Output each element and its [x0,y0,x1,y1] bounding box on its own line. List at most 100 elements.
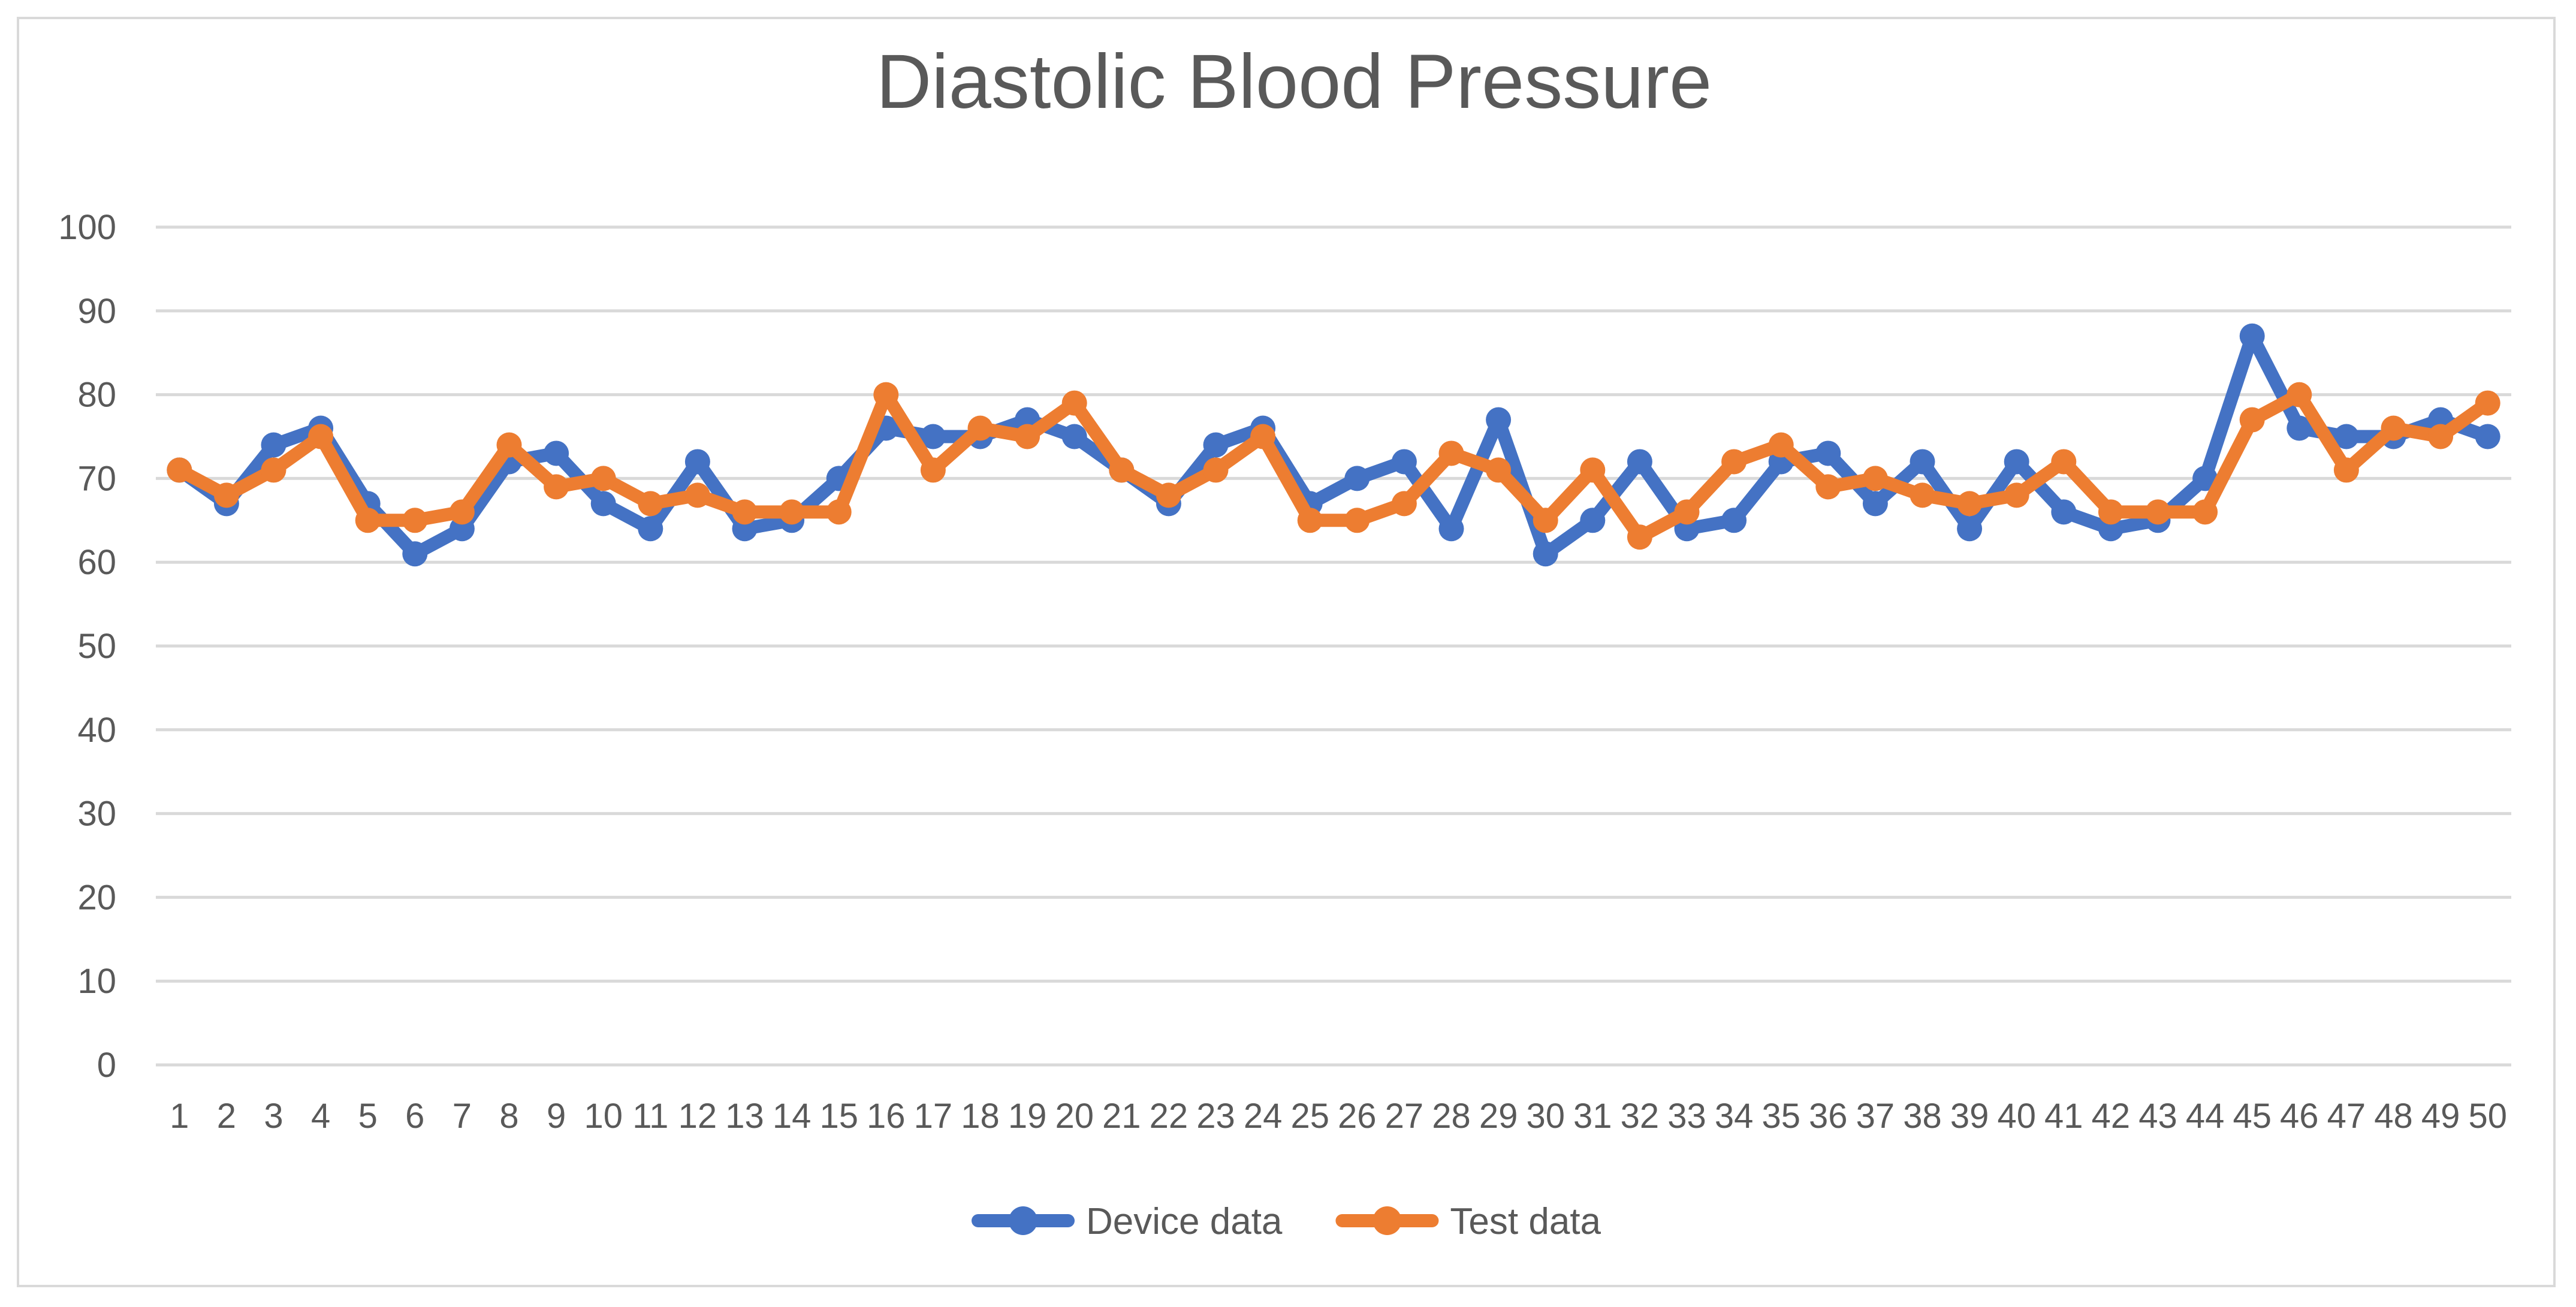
data-point [496,432,522,458]
x-tick-label: 6 [405,1097,424,1136]
legend-label: Device data [1086,1201,1283,1242]
data-point [732,499,758,525]
data-point [1203,457,1229,483]
x-tick-label: 37 [1856,1097,1895,1136]
data-point [1580,508,1606,533]
data-point [590,466,616,491]
x-tick-label: 18 [961,1097,1000,1136]
data-point [1391,449,1417,475]
data-point [2004,449,2029,475]
x-tick-label: 39 [1950,1097,1989,1136]
data-point [1627,524,1652,550]
x-tick-label: 26 [1338,1097,1377,1136]
x-tick-label: 40 [1997,1097,2036,1136]
y-tick-label: 40 [77,711,116,750]
x-tick-label: 41 [2044,1097,2083,1136]
x-tick-label: 46 [2280,1097,2319,1136]
x-tick-label: 25 [1290,1097,1329,1136]
data-point [402,508,428,533]
data-point [1297,508,1323,533]
x-tick-label: 12 [678,1097,717,1136]
data-point [1061,424,1087,449]
x-tick-label: 27 [1385,1097,1424,1136]
data-point [967,415,993,441]
data-point [826,499,852,525]
data-point [920,457,946,483]
data-point [1910,449,1935,475]
data-point [1344,508,1370,533]
x-tick-label: 19 [1008,1097,1047,1136]
y-tick-label: 20 [77,878,116,917]
x-tick-label: 15 [819,1097,858,1136]
y-tick-label: 0 [97,1046,116,1085]
x-tick-label: 5 [358,1097,378,1136]
data-point [308,424,334,449]
x-tick-label: 35 [1761,1097,1800,1136]
data-point [1862,466,1888,491]
x-tick-label: 17 [914,1097,953,1136]
x-tick-label: 7 [453,1097,472,1136]
data-point [2475,424,2500,449]
data-point [167,457,192,483]
data-point [1391,491,1417,517]
data-point [2192,499,2218,525]
y-tick-label: 60 [77,543,116,582]
data-point [1438,440,1464,466]
y-tick-label: 90 [77,292,116,331]
data-point [1957,491,1983,517]
data-point [1344,466,1370,491]
x-tick-label: 43 [2138,1097,2177,1136]
gridlines [156,225,2511,1067]
x-tick-label: 14 [773,1097,812,1136]
line-chart: Diastolic Blood Pressure 010203040506070… [58,39,2511,1242]
x-tick-label: 4 [311,1097,330,1136]
data-point [213,482,239,508]
y-tick-label: 30 [77,795,116,834]
data-point [261,432,286,458]
x-tick-label: 42 [2092,1097,2131,1136]
y-axis-ticks: 0 10 20 30 40 50 60 70 80 90 100 [58,208,116,1085]
data-point [2051,449,2077,475]
data-point [1957,516,1983,542]
data-point [1486,407,1512,433]
data-point [1015,424,1040,449]
data-point [590,491,616,517]
legend-label: Test data [1450,1201,1601,1242]
data-point [1580,457,1606,483]
data-point [1203,432,1229,458]
chart-title: Diastolic Blood Pressure [876,39,1712,125]
x-tick-label: 23 [1196,1097,1235,1136]
data-point [1815,474,1841,500]
data-point [1768,432,1794,458]
chart-frame: Diastolic Blood Pressure 0 10 20 30 40 50 60 70… [17,17,2556,1287]
legend-marker-icon [1373,1206,1402,1235]
legend: Device data Test data [972,1201,1601,1242]
data-point [544,440,569,466]
data-point [1721,449,1747,475]
data-point [638,491,663,517]
x-tick-label: 30 [1526,1097,1565,1136]
x-tick-label: 38 [1903,1097,1942,1136]
x-tick-label: 21 [1102,1097,1141,1136]
data-point [1627,449,1652,475]
y-tick-label: 10 [77,962,116,1001]
x-tick-label: 50 [2468,1097,2507,1136]
data-point [1109,457,1135,483]
x-tick-label: 1 [170,1097,189,1136]
data-point [873,382,899,408]
data-point [1815,440,1841,466]
x-tick-label: 33 [1667,1097,1706,1136]
x-tick-label: 31 [1573,1097,1612,1136]
data-point [544,474,569,500]
data-point [1250,424,1276,449]
x-tick-label: 44 [2186,1097,2225,1136]
data-point [2333,424,2359,449]
data-point [1438,516,1464,542]
data-point [1674,499,1700,525]
x-tick-label: 8 [499,1097,518,1136]
legend-item: Device data [972,1201,1283,1242]
x-tick-label: 47 [2327,1097,2366,1136]
data-point [1061,390,1087,416]
legend-item: Test data [1335,1201,1601,1242]
data-point [2287,382,2312,408]
